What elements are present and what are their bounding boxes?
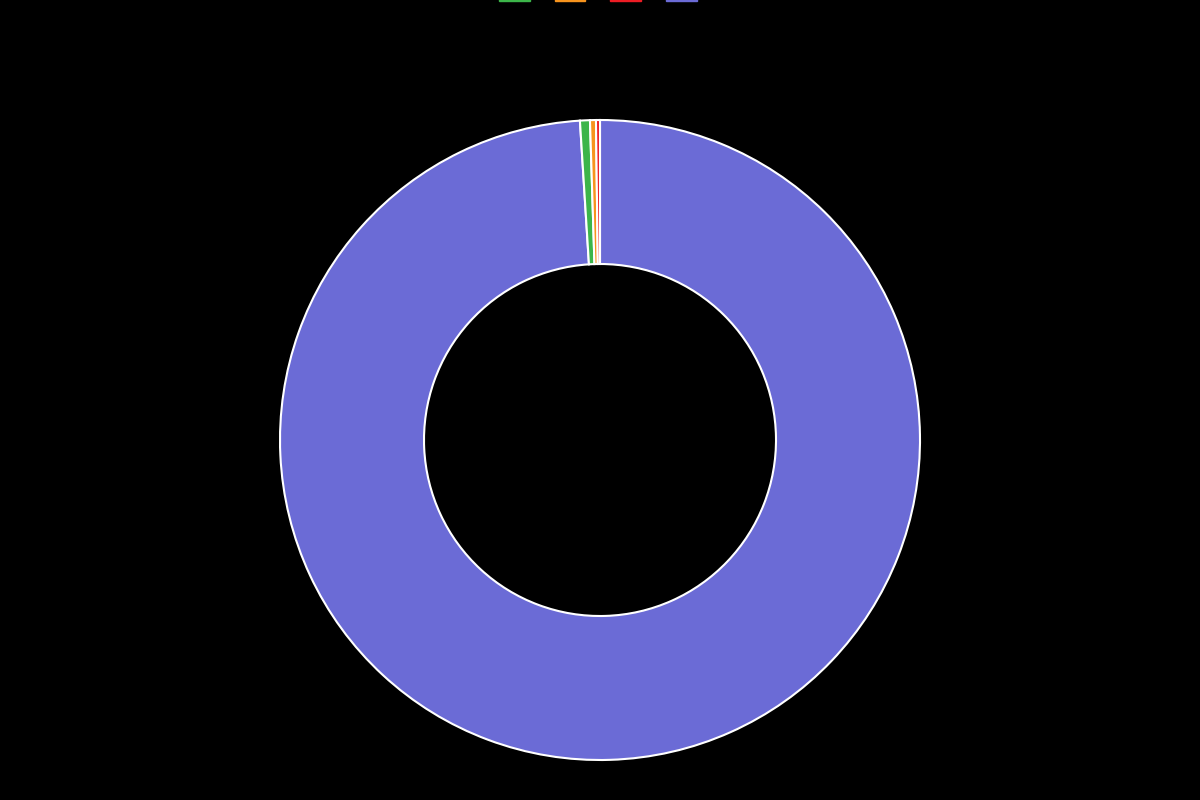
- Wedge shape: [580, 120, 594, 264]
- Wedge shape: [590, 120, 598, 264]
- Wedge shape: [596, 120, 600, 264]
- Legend: , , , : , , ,: [493, 0, 707, 8]
- Wedge shape: [280, 120, 920, 760]
